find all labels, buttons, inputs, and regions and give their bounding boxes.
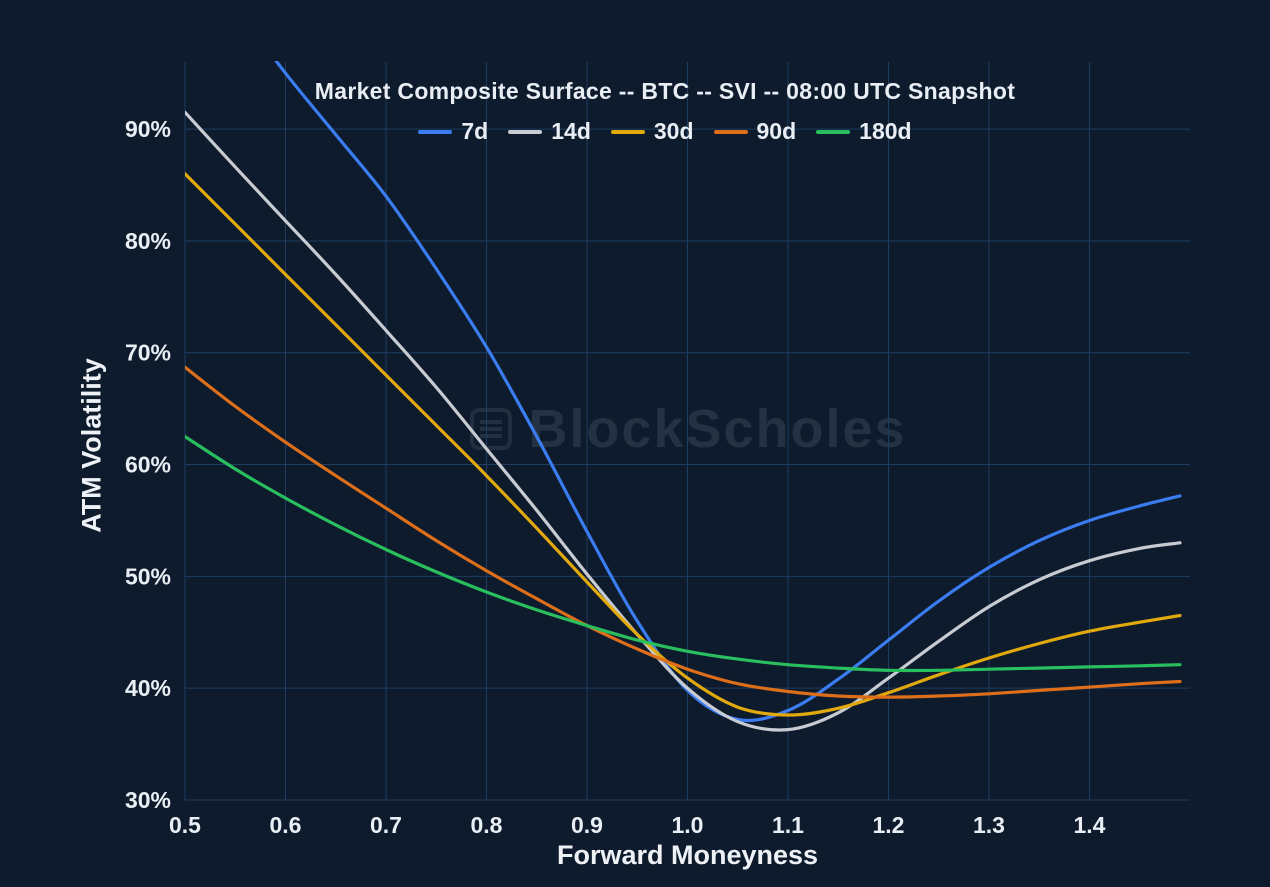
y-tick-label: 30% (125, 787, 171, 813)
legend-swatch-7d (418, 129, 453, 134)
chart-legend: 7d 14d 30d 90d 180d (70, 118, 1260, 145)
y-tick-label: 40% (125, 675, 171, 701)
series-line-90d[interactable] (185, 365, 1182, 699)
y-axis-title: ATM Volatility (76, 358, 107, 533)
watermark-text: BlockScholes (528, 399, 907, 459)
legend-item-30d[interactable]: 30d (610, 118, 694, 145)
series-line-180d[interactable] (185, 434, 1182, 673)
y-tick-label: 60% (125, 452, 171, 478)
x-axis-title: Forward Moneyness (556, 840, 819, 870)
x-tick-label: 0.6 (270, 812, 302, 838)
legend-swatch-30d (610, 129, 645, 134)
watermark: BlockScholes (185, 398, 1190, 460)
series-line-30d[interactable] (185, 172, 1182, 717)
legend-label-7d: 7d (461, 118, 489, 144)
legend-label-14d: 14d (551, 118, 591, 144)
legend-label-180d: 180d (859, 118, 912, 144)
x-tick-label: 1.0 (672, 812, 704, 838)
x-tick-label: 1.3 (973, 812, 1005, 838)
legend-swatch-90d (713, 129, 748, 134)
x-tick-label: 0.5 (169, 812, 201, 838)
y-tick-label: 50% (125, 563, 171, 589)
legend-label-30d: 30d (653, 118, 694, 144)
legend-item-180d[interactable]: 180d (816, 118, 912, 145)
x-tick-label: 1.1 (772, 812, 804, 838)
legend-item-14d[interactable]: 14d (508, 118, 591, 145)
x-tick-label: 1.2 (873, 812, 905, 838)
x-tick-label: 0.7 (370, 812, 402, 838)
legend-item-7d[interactable]: 7d (418, 118, 488, 145)
x-tick-label: 0.8 (471, 812, 503, 838)
x-tick-label: 1.4 (1074, 812, 1106, 838)
legend-label-90d: 90d (756, 118, 797, 144)
legend-swatch-180d (816, 129, 851, 134)
legend-swatch-14d (508, 129, 543, 134)
y-tick-label: 90% (125, 116, 171, 142)
y-tick-label: 80% (125, 228, 171, 254)
chart-title: Market Composite Surface -- BTC -- SVI -… (314, 78, 1016, 104)
x-tick-label: 0.9 (571, 812, 603, 838)
series-line-14d[interactable] (185, 110, 1182, 732)
legend-item-90d[interactable]: 90d (713, 118, 797, 145)
y-tick-label: 70% (125, 340, 171, 366)
series-line-7d[interactable] (185, 0, 1182, 723)
